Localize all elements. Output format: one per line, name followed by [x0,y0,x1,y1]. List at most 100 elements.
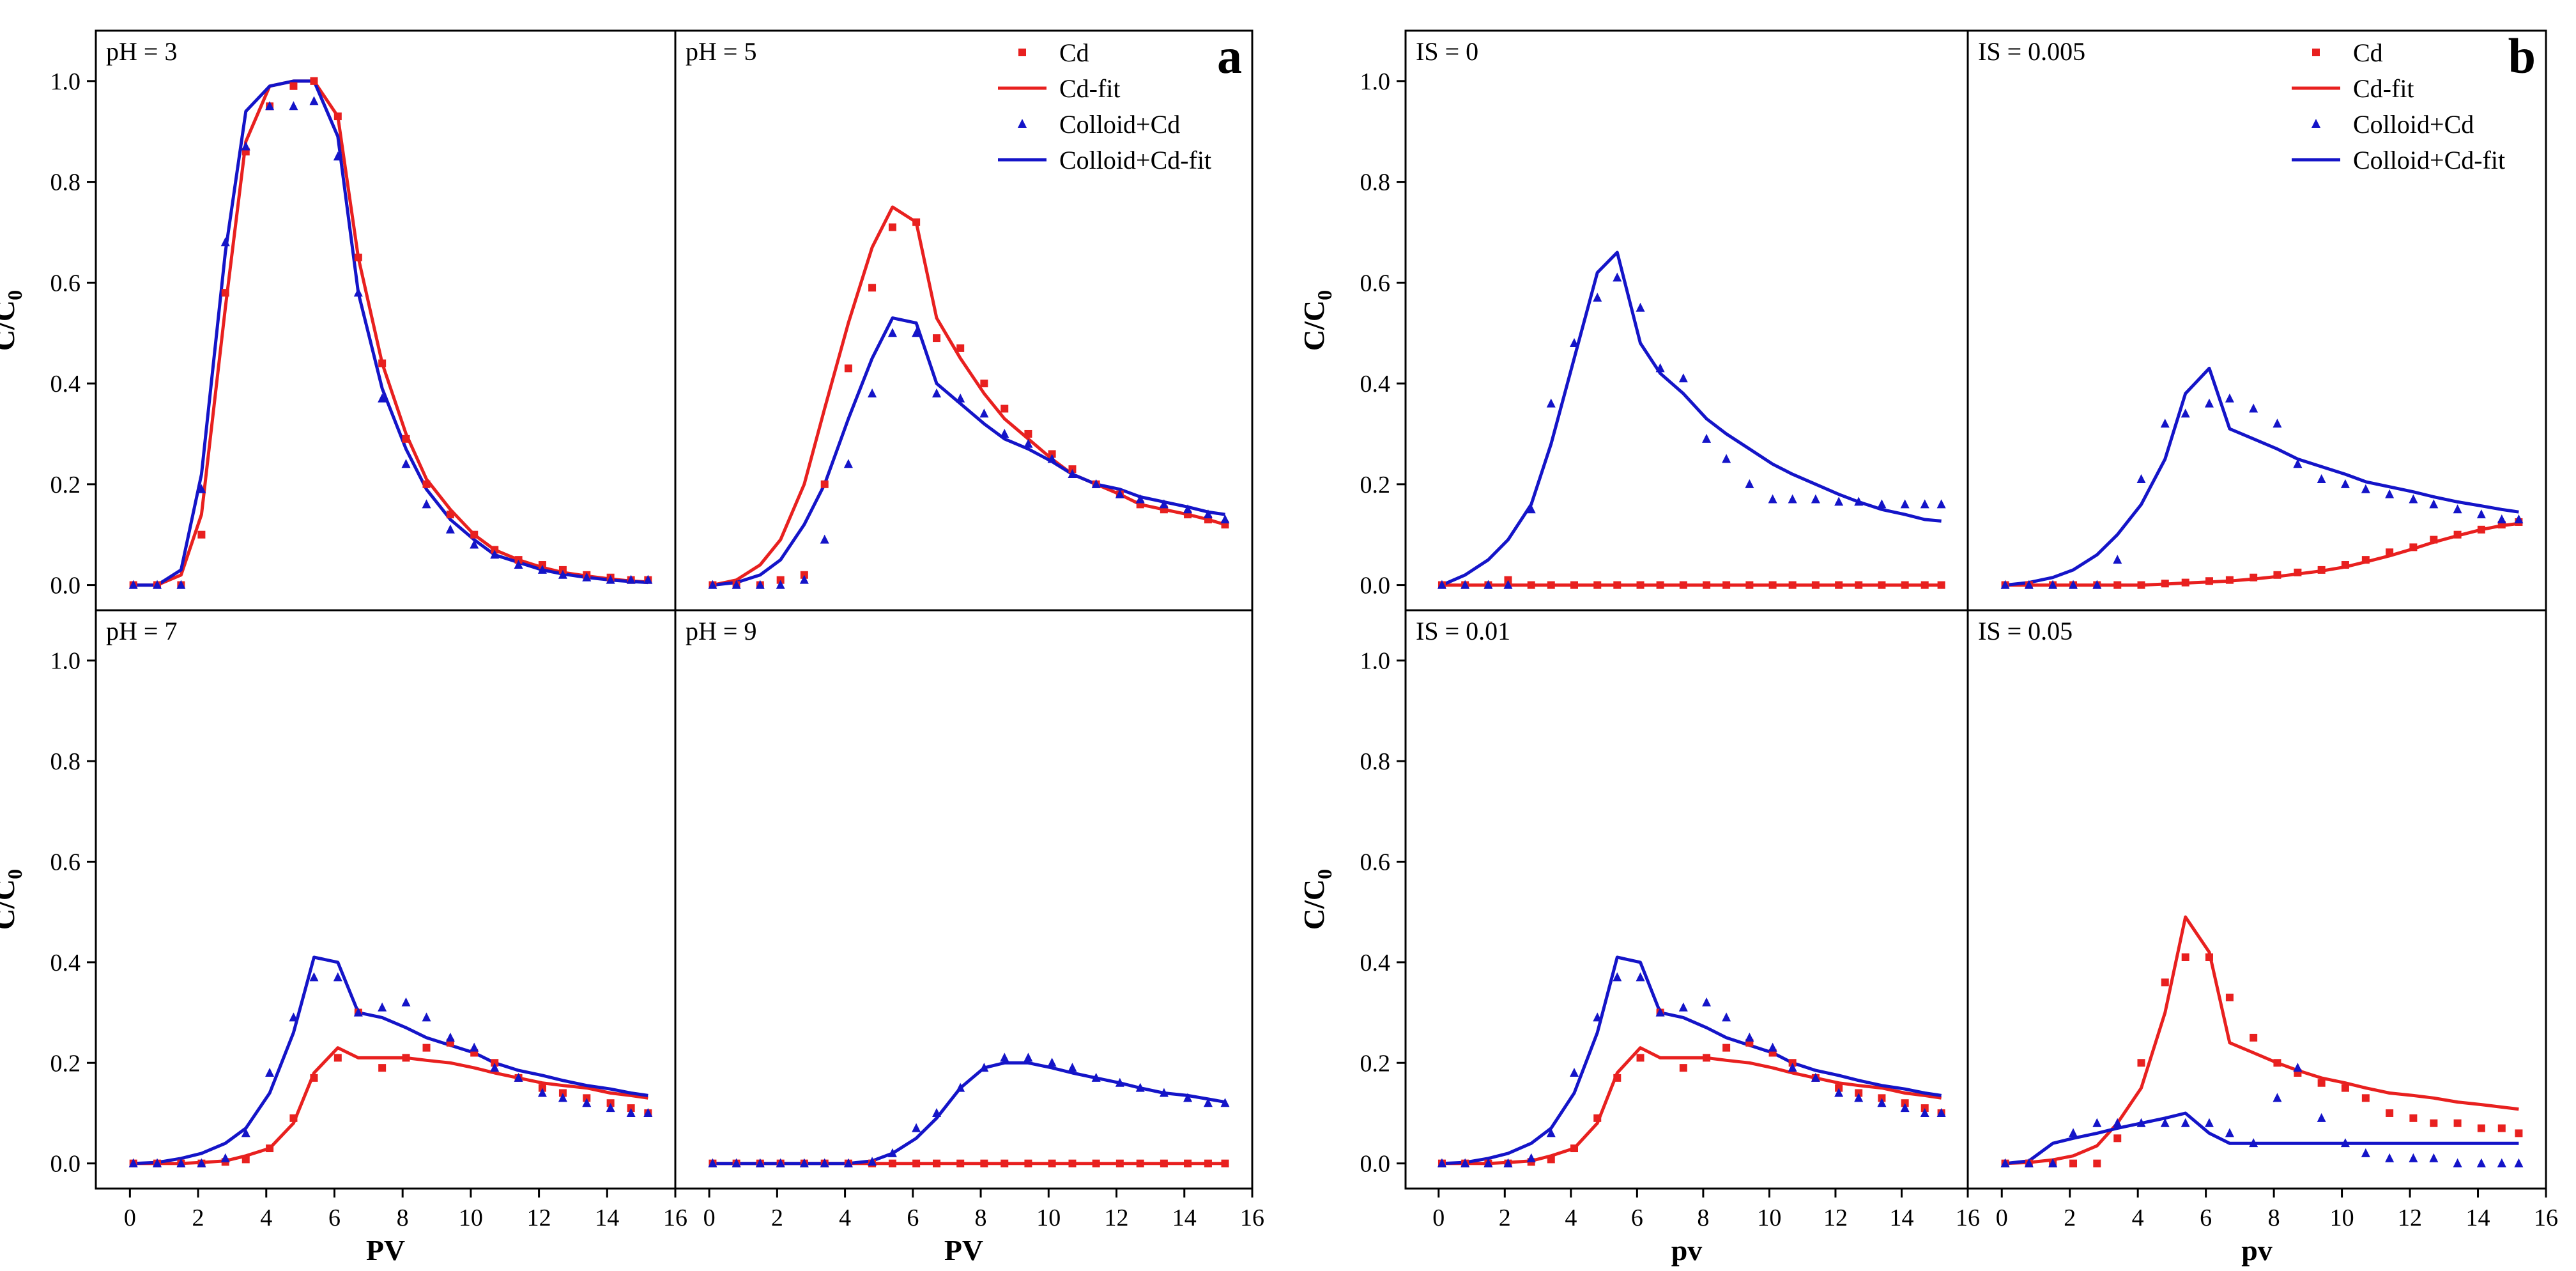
panel-frame [95,29,677,612]
colloid-cd-point [1570,337,1579,347]
cd-point [422,480,431,488]
x-tick-label: 12 [2398,1205,2422,1231]
colloid-cd-point [1135,1082,1145,1092]
colloid-cd-point [1203,1098,1213,1107]
legend-label: Colloid+Cd [2353,110,2474,139]
legend-label: Colloid+Cd [1059,110,1180,139]
colloid-cd-point [1745,479,1754,488]
colloid-cd-point [1047,454,1057,463]
cd-point [1570,581,1578,589]
colloid-cd-point [2385,1153,2395,1162]
colloid-cd-point [1936,499,1946,509]
colloid-cd-point [2024,1158,2034,1167]
colloid-cd-point [1834,497,1844,506]
cd-point [2113,1134,2122,1143]
colloid-cd-point [1613,972,1622,982]
cd-point [446,511,454,519]
colloid-cd-point [1023,438,1033,448]
legend-label: Colloid+Cd-fit [1059,146,1211,174]
y-axis-title-main: C/C [0,879,20,930]
y-tick-label: 0.2 [1360,1050,1391,1077]
cd-point [1703,1054,1711,1062]
x-tick-label: 16 [1956,1205,1980,1231]
cd-point [1048,1159,1056,1167]
colloid-cd-point [2293,1063,2303,1072]
colloid-cd-point [2225,393,2234,403]
x-tick-label: 6 [1631,1205,1643,1231]
colloid-cd-point [2113,1118,2122,1127]
colloid-cd-point [558,569,567,579]
y-tick-label: 0.6 [1360,849,1391,875]
colloid-cd-point [1593,1012,1602,1022]
colloid-cd-point [732,580,741,589]
y-tick-label: 0.8 [50,748,81,775]
panel-frame [1966,609,2547,1190]
cd-point [2341,1084,2349,1092]
cd-point [402,1054,410,1062]
colloid-cd-fit-line [133,79,648,587]
cd-fit-line [1441,1046,1942,1166]
colloid-cd-point [1655,1007,1665,1017]
cd-point [1703,581,1711,589]
colloid-cd-point [490,1063,500,1072]
cd-point [1788,581,1797,589]
colloid-cd-point [2361,1148,2370,1157]
colloid-cd-point [755,580,765,589]
cd-point [1000,404,1009,413]
colloid-cd-point [2453,504,2462,514]
panel-b-0: IS = 0 0.0 0.2 0.4 0.6 0.8 1.0 C/C0 [1298,29,1969,612]
colloid-cd-point [514,560,523,569]
y-axis-title: C/C0 [0,290,26,351]
panel-label: pH = 5 [686,37,756,66]
y-tick-label: 0.2 [1360,472,1391,498]
colloid-cd-point [1900,499,1910,509]
legend-label: Cd-fit [2353,74,2414,103]
colloid-cd-point [868,388,877,397]
colloid-cd-point [220,1153,230,1162]
colloid-cd-point [220,237,230,247]
cd-point [933,334,941,343]
colloid-cd-point [1655,363,1665,373]
panel-b-2: IS = 0.010.00.20.40.60.81.0C/C00 2 4 6 8 10 12… [1298,609,1980,1267]
x-tick-label: 2 [192,1205,204,1231]
colloid-cd-point [558,1093,567,1102]
colloid-cd-point [401,459,411,468]
cd-point [402,435,410,443]
cd-point [1547,581,1555,589]
colloid-cd-point [422,1012,431,1022]
colloid-cd-point [514,1072,523,1082]
colloid-cd-point [2069,1128,2078,1137]
colloid-cd-point [176,1158,186,1167]
colloid-cd-point [2409,1153,2418,1162]
cd-fit-line [133,79,648,587]
colloid-cd-point [932,388,942,397]
colloid-cd-point [979,1063,989,1072]
cd-point [956,344,965,352]
y-tick-label: 0.6 [50,849,81,875]
cd-point [2273,571,2281,579]
colloid-cd-point [241,141,250,151]
colloid-cd-point [820,1158,829,1167]
colloid-cd-point [378,393,387,403]
x-tick-label: 10 [2330,1205,2354,1231]
cd-point [1160,1159,1168,1167]
y-tick-label: 0.4 [50,371,81,397]
colloid-cd-point [1788,1063,1797,1072]
x-tick-label: 12 [527,1205,551,1231]
cd-point [2137,581,2145,589]
cd-point [933,1159,941,1167]
colloid-cd-point [2385,489,2395,498]
cd-point [1547,1155,1555,1164]
cd-fit-line [2005,521,2519,587]
colloid-cd-point [1811,1072,1820,1082]
cd-point [1593,581,1602,589]
colloid-cd-point [470,539,479,549]
colloid-cd-point [606,1103,615,1113]
cd-point [378,359,387,367]
cd-point [844,364,852,373]
y-tick-label: 1.0 [50,648,81,675]
colloid-cd-point [1768,1042,1777,1052]
colloid-cd-point [1135,494,1145,504]
cd-point [1613,1074,1621,1082]
